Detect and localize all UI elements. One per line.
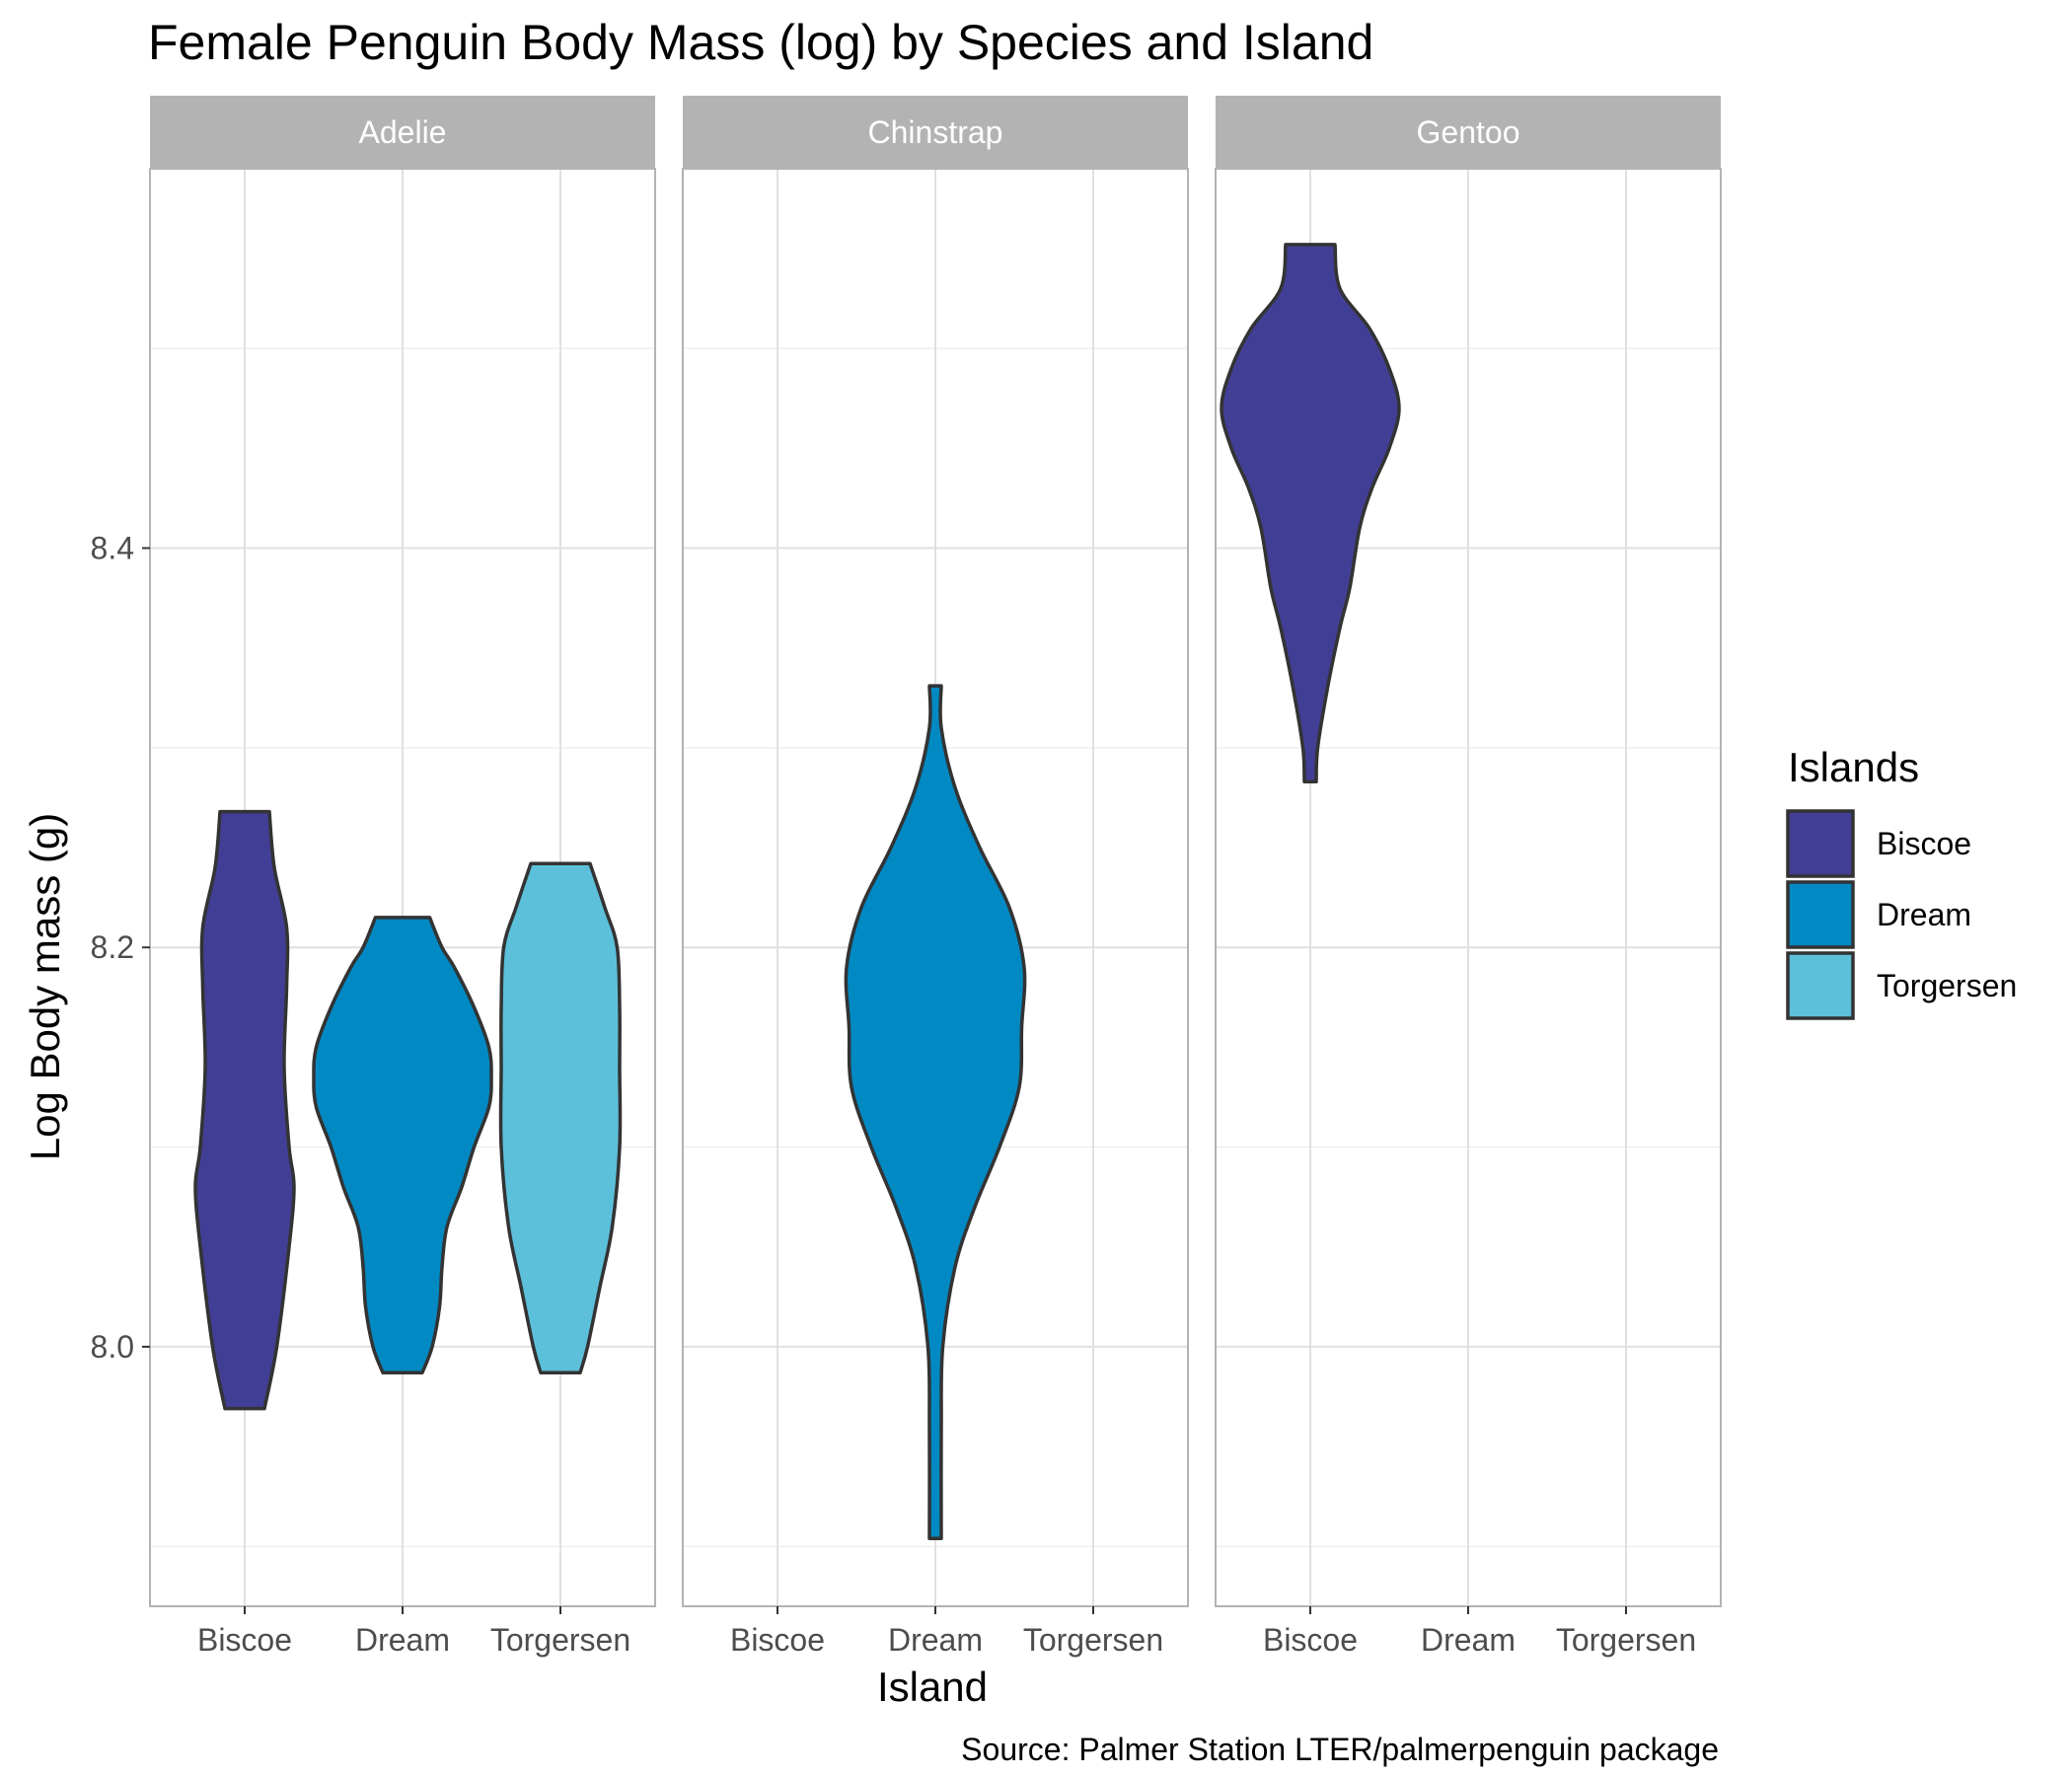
legend-key-torgersen bbox=[1786, 951, 1855, 1020]
x-tick-label: Dream bbox=[1421, 1622, 1516, 1658]
facet-strip-label: Chinstrap bbox=[868, 114, 1003, 150]
y-tick-label: 8.2 bbox=[91, 929, 134, 965]
violin-gentoo-biscoe bbox=[1220, 243, 1401, 783]
y-tick-label: 8.4 bbox=[91, 530, 134, 565]
legend-label: Dream bbox=[1877, 897, 1971, 932]
facet-strip bbox=[150, 96, 655, 169]
x-tick-label: Dream bbox=[355, 1622, 450, 1658]
facet-strip bbox=[1216, 96, 1721, 169]
facet-chinstrap: Chinstrap Biscoe Dream Torgersen bbox=[682, 96, 1189, 1658]
x-tick-label: Biscoe bbox=[197, 1622, 292, 1658]
x-tick-label: Torgersen bbox=[490, 1622, 630, 1658]
facet-panels: Adelie Biscoe Dream Torgersen Chinstrap Bisco… bbox=[91, 96, 1722, 1658]
legend-label: Torgersen bbox=[1877, 968, 2017, 1003]
x-tick-label: Biscoe bbox=[1263, 1622, 1358, 1658]
legend-key-dream bbox=[1786, 880, 1855, 949]
violin-adelie-torgersen bbox=[498, 861, 623, 1374]
violin-adelie-biscoe bbox=[193, 809, 296, 1411]
y-tick-label: 8.0 bbox=[91, 1329, 134, 1365]
x-axis-title: Island bbox=[877, 1664, 988, 1710]
facet-strip-label: Gentoo bbox=[1417, 114, 1520, 150]
y-axis: 8.0 8.2 8.4 bbox=[91, 530, 150, 1365]
x-tick-label: Biscoe bbox=[730, 1622, 825, 1658]
chart-caption: Source: Palmer Station LTER/palmerpengui… bbox=[961, 1732, 1719, 1767]
legend-key-biscoe bbox=[1786, 809, 1855, 878]
facet-strip-label: Adelie bbox=[359, 114, 447, 150]
chart-title: Female Penguin Body Mass (log) by Specie… bbox=[148, 15, 1373, 70]
legend-label: Biscoe bbox=[1877, 826, 1971, 861]
facet-strip bbox=[683, 96, 1188, 169]
x-tick-label: Torgersen bbox=[1023, 1622, 1163, 1658]
violin-adelie-dream bbox=[312, 916, 493, 1374]
x-tick-label: Dream bbox=[888, 1622, 983, 1658]
violin-chinstrap-dream bbox=[844, 684, 1027, 1540]
facet-adelie: Adelie Biscoe Dream Torgersen bbox=[149, 96, 656, 1658]
y-axis-title: Log Body mass (g) bbox=[22, 813, 68, 1161]
legend-title: Islands bbox=[1788, 744, 1919, 790]
x-tick-label: Torgersen bbox=[1556, 1622, 1696, 1658]
legend: Islands Biscoe Dream Torgersen bbox=[1786, 744, 2017, 1020]
facet-gentoo: Gentoo Biscoe Dream Torgersen bbox=[1215, 96, 1722, 1658]
